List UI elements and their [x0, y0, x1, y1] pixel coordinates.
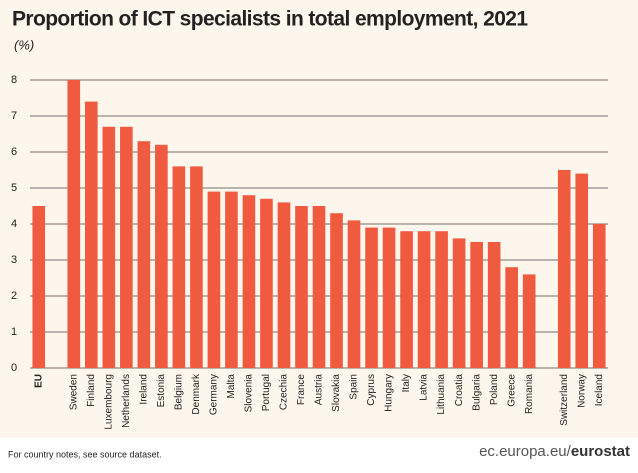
x-tick-label: Malta: [226, 374, 237, 399]
source-brand: eurostat: [571, 443, 630, 460]
bar: [312, 206, 326, 368]
x-tick-label: Greece: [506, 374, 517, 407]
x-tick-label: Germany: [209, 374, 220, 415]
x-tick-label: Luxembourg: [103, 374, 114, 430]
x-tick-label: Italy: [401, 374, 412, 392]
y-tick-label: 2: [11, 290, 17, 302]
bar: [172, 166, 186, 368]
y-tick-label: 4: [11, 218, 17, 230]
x-tick-label: Lithuania: [436, 374, 447, 415]
bar: [575, 173, 589, 368]
x-tick-label: Poland: [489, 374, 500, 405]
bar: [505, 267, 518, 368]
bar: [155, 144, 168, 368]
x-tick-label: Estonia: [156, 374, 167, 408]
bar: [435, 231, 448, 368]
footnote: For country notes, see source dataset.: [8, 449, 162, 459]
bar: [347, 220, 361, 368]
x-tick-label: Sweden: [68, 374, 79, 410]
bar: [417, 231, 431, 368]
y-tick-label: 8: [11, 74, 17, 86]
bar: [242, 195, 256, 368]
chart-title: Proportion of ICT specialists in total e…: [12, 8, 528, 31]
bar: [190, 166, 203, 368]
x-tick-label: Iceland: [594, 374, 605, 406]
bar: [487, 242, 501, 368]
bar: [452, 238, 466, 368]
bar: [32, 206, 46, 368]
x-tick-label: Hungary: [384, 374, 395, 412]
x-tick-label: Ireland: [138, 374, 149, 405]
x-tick-label: Slovenia: [244, 374, 255, 413]
bar: [102, 126, 116, 368]
bar: [470, 242, 483, 368]
y-tick-label: 5: [11, 182, 17, 194]
bar: [84, 101, 98, 368]
bar: [592, 224, 606, 368]
chart-subtitle: (%): [14, 37, 34, 52]
bar: [295, 206, 308, 368]
source-domain: ec.europa.eu/: [479, 443, 572, 460]
bar: [137, 141, 151, 368]
bar: [557, 170, 571, 368]
x-tick-label: Denmark: [191, 373, 202, 415]
y-tick-label: 3: [11, 254, 17, 266]
y-tick-label: 1: [11, 326, 17, 338]
y-tick-label: 0: [11, 362, 17, 374]
x-tick-label: Spain: [349, 374, 360, 400]
x-tick-label: Netherlands: [121, 374, 132, 428]
x-tick-label: EU: [33, 374, 44, 388]
source: ec.europa.eu/eurostat: [479, 443, 630, 460]
x-tick-label: Cyprus: [366, 374, 377, 406]
x-tick-label: Latvia: [419, 374, 430, 401]
bar: [522, 274, 536, 368]
y-tick-label: 7: [11, 110, 17, 122]
bar: [207, 191, 221, 368]
x-tick-label: Czechia: [279, 374, 290, 411]
bar: [330, 213, 343, 368]
bar: [260, 198, 273, 368]
bar: [365, 227, 378, 368]
bar: [277, 202, 291, 368]
x-tick-label: Switzerland: [559, 374, 570, 426]
x-tick-label: Finland: [86, 374, 97, 407]
x-tick-label: France: [296, 374, 307, 406]
x-tick-label: Norway: [576, 374, 587, 408]
y-tick-label: 6: [11, 146, 17, 158]
bar: [225, 191, 238, 368]
x-tick-label: Romania: [524, 374, 535, 414]
x-tick-label: Bulgaria: [471, 374, 482, 411]
x-tick-label: Slovakia: [331, 374, 342, 412]
x-tick-label: Croatia: [454, 374, 465, 407]
bar: [400, 231, 413, 368]
x-tick-label: Portugal: [261, 374, 272, 411]
x-tick-label: Austria: [314, 374, 325, 406]
bar: [382, 227, 396, 368]
bar: [120, 126, 133, 368]
x-tick-label: Belgium: [174, 374, 185, 410]
bar: [67, 80, 81, 368]
